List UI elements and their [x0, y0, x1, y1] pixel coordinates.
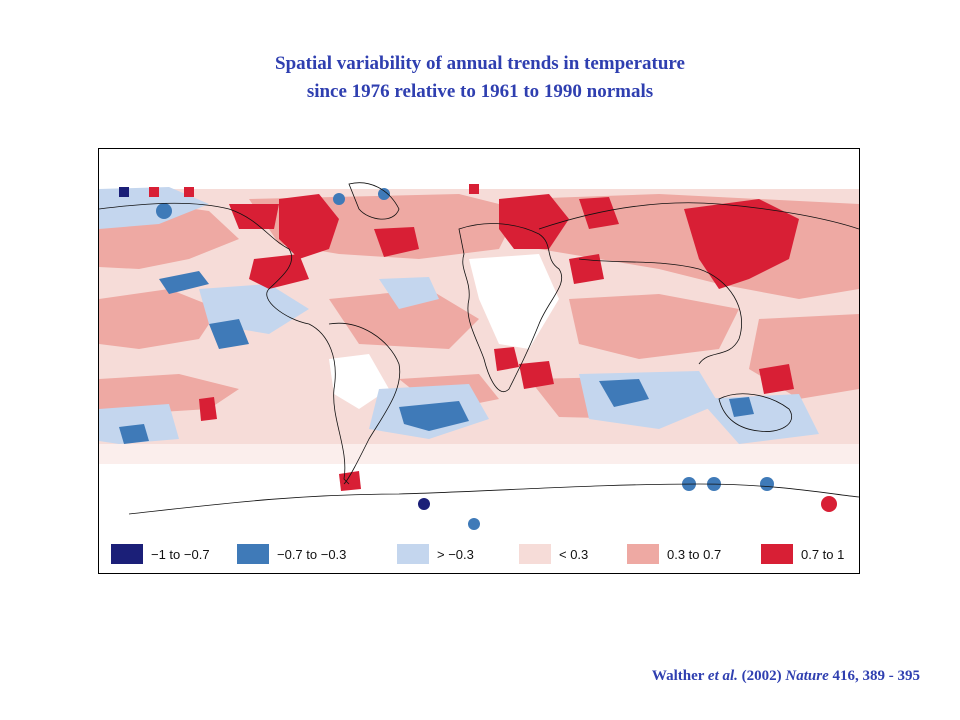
trend-fill-layer — [99, 184, 859, 535]
legend-label: < 0.3 — [559, 546, 589, 562]
legend-swatch — [519, 544, 551, 564]
legend-swatch — [237, 544, 269, 564]
citation-etal: et al. — [707, 668, 738, 684]
title-line-1: Spatial variability of annual trends in … — [275, 53, 685, 74]
legend-swatch — [111, 544, 143, 564]
temperature-trend-map: −1 to −0.7 −0.7 to −0.3 > −0.3 < 0.3 0.3 to … — [98, 148, 860, 574]
legend-item: 0.7 to 1 — [761, 543, 844, 565]
figure-title: Spatial variability of annual trends in … — [0, 50, 960, 106]
coastline-layer — [99, 182, 859, 515]
citation-reference: 416, 389 - 395 — [832, 668, 921, 684]
title-line-2: since 1976 relative to 1961 to 1990 norm… — [306, 81, 654, 102]
citation: Walther et al. (2002) Nature 416, 389 - … — [652, 668, 920, 685]
legend-label: −0.7 to −0.3 — [277, 546, 347, 562]
legend-swatch — [397, 544, 429, 564]
map-legend: −1 to −0.7 −0.7 to −0.3 > −0.3 < 0.3 0.3 to … — [99, 535, 859, 573]
legend-label: −1 to −0.7 — [151, 546, 210, 562]
legend-item: > −0.3 — [397, 543, 474, 565]
legend-label: 0.7 to 1 — [801, 546, 845, 562]
citation-journal: Nature — [785, 668, 829, 684]
legend-swatch — [627, 544, 659, 564]
legend-item: −1 to −0.7 — [111, 543, 210, 565]
legend-swatch — [761, 544, 793, 564]
legend-label: > −0.3 — [437, 546, 474, 562]
citation-authors: Walther — [651, 668, 705, 684]
legend-item: < 0.3 — [519, 543, 588, 565]
world-map — [99, 182, 859, 535]
legend-label: 0.3 to 0.7 — [667, 546, 722, 562]
legend-item: 0.3 to 0.7 — [627, 543, 721, 565]
legend-item: −0.7 to −0.3 — [237, 543, 346, 565]
citation-year: (2002) — [741, 668, 782, 684]
